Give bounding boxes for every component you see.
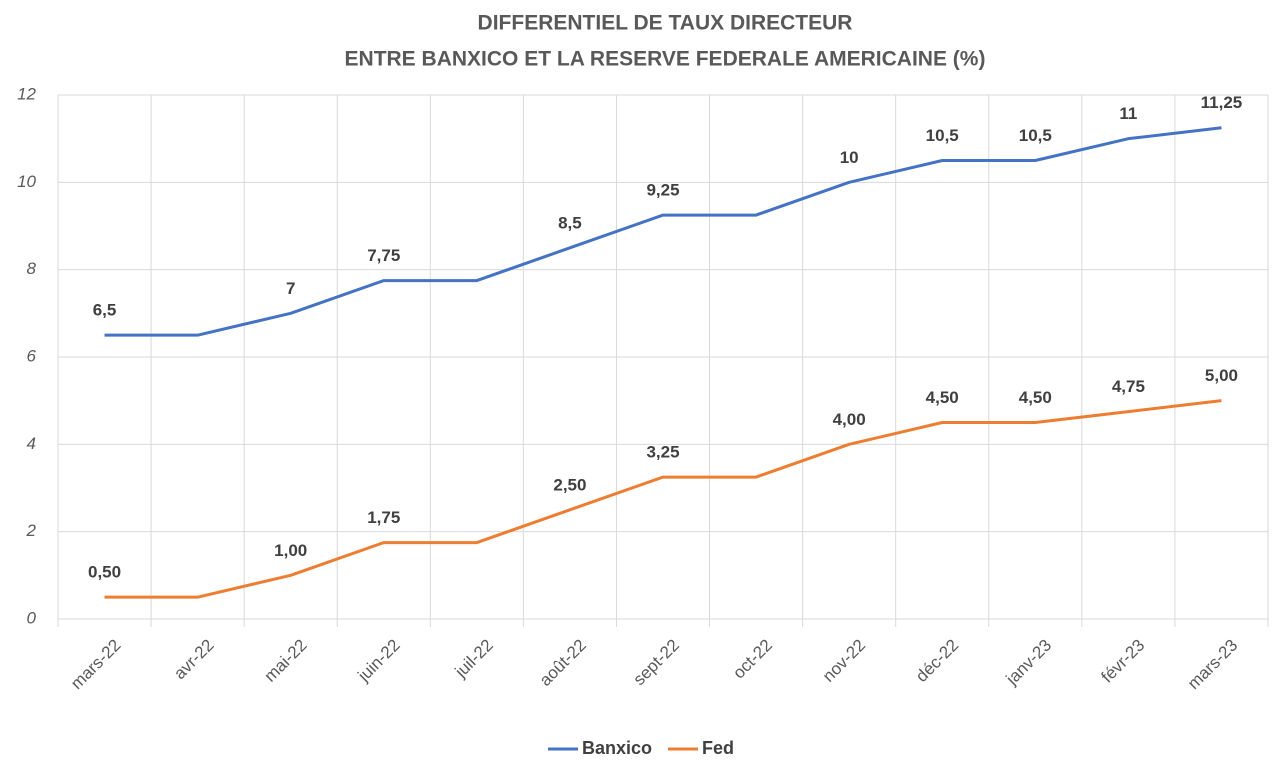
data-label: 8,5 <box>558 213 582 232</box>
x-tick-label: mars-22 <box>67 636 125 694</box>
data-label: 11 <box>1119 104 1137 123</box>
x-tick-label: févr-23 <box>1098 636 1149 687</box>
y-tick-label: 12 <box>17 84 36 103</box>
data-label: 4,00 <box>833 410 866 429</box>
x-tick-label: sept-22 <box>629 636 683 690</box>
data-label: 9,25 <box>646 181 679 200</box>
data-label: 0,50 <box>88 563 121 582</box>
data-label: 2,50 <box>553 475 586 494</box>
x-tick-label: oct-22 <box>729 636 776 683</box>
data-label: 10,5 <box>1019 126 1052 145</box>
legend-label: Fed <box>702 738 734 758</box>
data-label: 7,75 <box>367 246 400 265</box>
y-tick-label: 4 <box>27 434 36 453</box>
data-label: 4,50 <box>926 388 959 407</box>
y-tick-label: 10 <box>17 172 36 191</box>
data-label: 4,75 <box>1112 377 1145 396</box>
data-label: 11,25 <box>1201 93 1243 112</box>
x-tick-label: avr-22 <box>170 636 218 684</box>
y-tick-label: 6 <box>27 346 37 365</box>
data-label: 1,00 <box>274 541 307 560</box>
series-line <box>104 399 1222 599</box>
data-label: 4,50 <box>1019 388 1052 407</box>
data-label: 10,5 <box>926 126 959 145</box>
y-tick-label: 0 <box>27 608 37 627</box>
data-label: 1,75 <box>367 508 400 527</box>
legend-label: Banxico <box>582 738 652 758</box>
x-tick-label: août-22 <box>536 636 590 690</box>
data-label: 6,5 <box>93 301 117 320</box>
x-tick-label: nov-22 <box>819 636 869 686</box>
chart-subtitle: ENTRE BANXICO ET LA RESERVE FEDERALE AME… <box>345 48 986 71</box>
data-label: 5,00 <box>1205 366 1238 385</box>
chart-title: DIFFERENTIEL DE TAUX DIRECTEUR <box>478 12 853 35</box>
series-line <box>104 126 1222 337</box>
x-tick-label: janv-23 <box>1002 636 1056 690</box>
x-tick-label: juil-22 <box>451 636 497 682</box>
x-tick-label: mars-23 <box>1184 636 1242 694</box>
x-tick-label: déc-22 <box>912 636 962 686</box>
y-tick-label: 8 <box>27 259 37 278</box>
x-tick-label: juin-22 <box>354 636 404 686</box>
x-tick-label: mai-22 <box>261 636 311 686</box>
y-tick-label: 2 <box>26 521 37 540</box>
data-label: 3,25 <box>646 443 679 462</box>
data-label: 7 <box>286 279 295 298</box>
data-label: 10 <box>840 148 859 167</box>
